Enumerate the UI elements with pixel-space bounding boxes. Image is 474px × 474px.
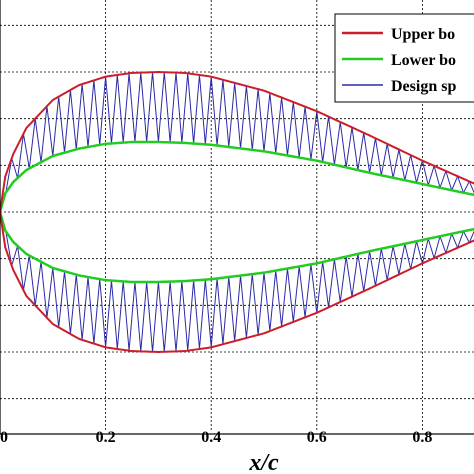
grid-lines	[0, 0, 474, 432]
x-tick-label: 0.6	[307, 429, 327, 446]
boundary-curves	[0, 70, 474, 354]
plot-frame	[0, 0, 474, 435]
legend-label-lower-boundary: Lower bo	[391, 52, 456, 69]
x-axis-title: x/c	[248, 450, 279, 474]
upper-boundary-top-curve	[0, 70, 474, 213]
x-tick-label: 0.4	[201, 429, 221, 446]
x-tick-label: 0	[0, 429, 8, 446]
lower-boundary-top-curve	[0, 140, 474, 213]
upper-boundary-bottom-curve	[0, 211, 474, 354]
lower-boundary-bottom-curve	[0, 211, 474, 284]
x-tick-label: 0.2	[96, 429, 116, 446]
x-tick-labels: 0 0.2 0.4 0.6 0.8	[0, 429, 432, 446]
x-tick-label: 0.8	[412, 429, 432, 446]
legend: Upper bo Lower bo Design sp	[334, 13, 474, 103]
legend-label-upper-boundary: Upper bo	[391, 26, 455, 43]
design-space-zigzag-bottom	[0, 211, 474, 352]
legend-label-design-space: Design sp	[391, 78, 456, 95]
